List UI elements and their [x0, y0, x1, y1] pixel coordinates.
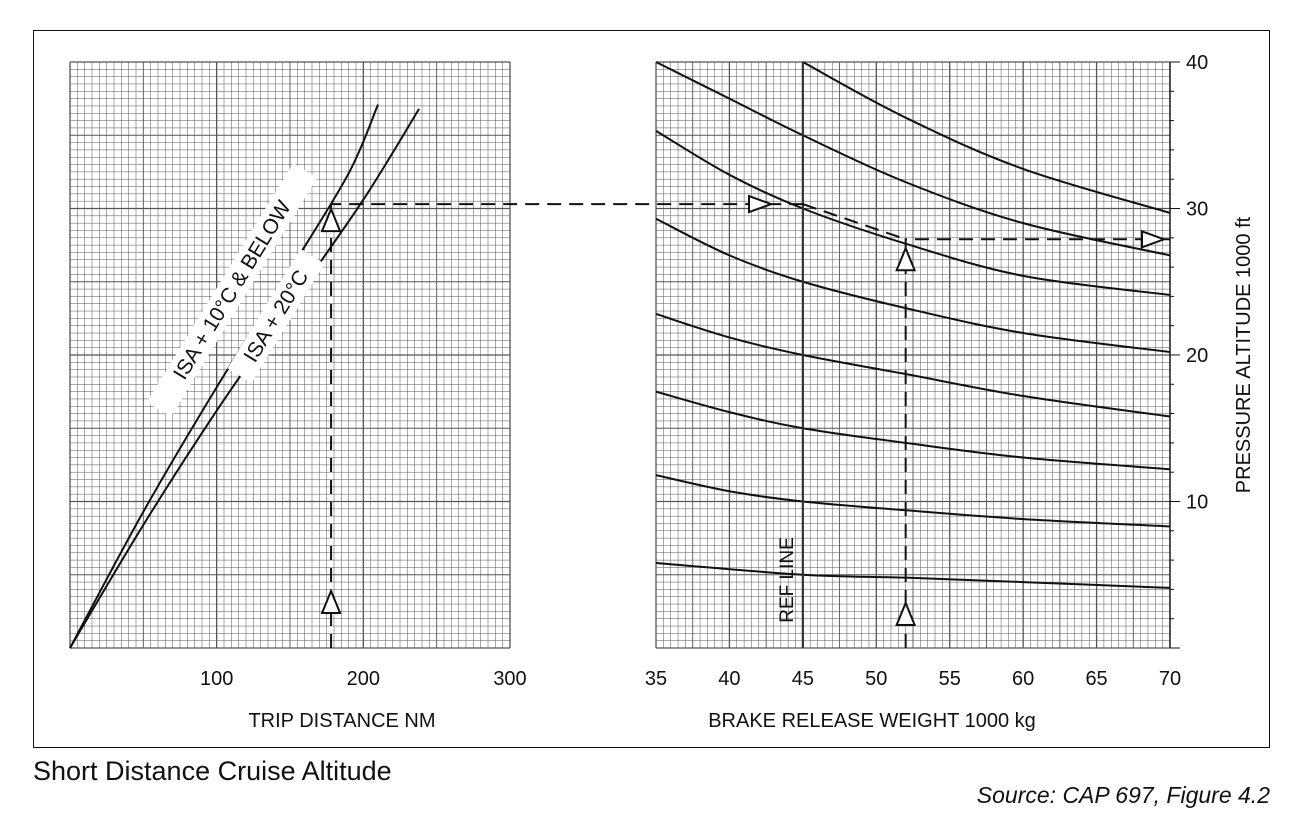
grid-trip-distance: [69, 61, 511, 649]
example-path-weight: [904, 238, 1170, 648]
figure-source: Source: CAP 697, Figure 4.2: [976, 782, 1270, 808]
x-tick-label-weight: 65: [1085, 668, 1107, 690]
arrow-right-to-ref: [748, 194, 774, 214]
ref-line-label: REF LINE: [777, 537, 798, 623]
weight-curve-6: [655, 129, 1171, 296]
x-tick-label-weight: 55: [939, 668, 961, 690]
x-tick-label-weight: 45: [792, 668, 814, 690]
example-path-ref: [802, 203, 906, 241]
arrow-up-weight-top: [895, 245, 917, 272]
example-path-trip: [330, 203, 803, 648]
arrow-right-result: [1141, 229, 1167, 249]
x-axis-label-brake-release-weight: BRAKE RELEASE WEIGHT 1000 kg: [708, 710, 1036, 732]
x-tick-label-weight: 70: [1159, 668, 1181, 690]
x-tick-label-weight: 35: [645, 668, 667, 690]
y-tick-label: 40: [1186, 52, 1208, 74]
weight-curve-3: [655, 390, 1171, 471]
y-tick-label: 30: [1186, 199, 1208, 221]
x-tick-label-weight: 60: [1012, 668, 1034, 690]
y-axis-label-pressure-altitude: PRESSURE ALTITUDE 1000 ft: [1233, 216, 1255, 493]
arrow-up-trip-bottom: [320, 588, 342, 614]
x-tick-label-weight: 40: [718, 668, 740, 690]
y-tick-label: 20: [1186, 345, 1208, 367]
grid-brake-release-weight: [655, 61, 1171, 649]
weight-curve-8: [802, 61, 1171, 214]
x-tick-label-trip: 100: [200, 668, 233, 690]
chart-curves: [69, 61, 1171, 649]
arrow-up-weight-bottom: [895, 600, 917, 626]
x-tick-label-trip: 200: [347, 668, 380, 690]
y-tick-label: 10: [1186, 492, 1208, 514]
x-tick-label-weight: 50: [865, 668, 887, 690]
chart-frame: [33, 30, 1270, 748]
curve-label-background: [146, 163, 318, 417]
curve-label-background: [227, 249, 325, 383]
arrow-up-trip-top: [320, 206, 342, 233]
figure-caption: Short Distance Cruise Altitude: [33, 756, 392, 786]
weight-curve-2: [655, 474, 1171, 528]
x-axis-label-trip-distance: TRIP DISTANCE NM: [248, 710, 435, 732]
x-tick-label-trip: 300: [493, 668, 526, 690]
weight-curve-4: [655, 313, 1171, 418]
chart-labels: 100 200 300 35 40 45 50 55 60 65 70 10 20 30 40: [200, 52, 1208, 690]
weight-curve-7: [655, 61, 1171, 257]
weight-curve-5: [655, 217, 1171, 354]
